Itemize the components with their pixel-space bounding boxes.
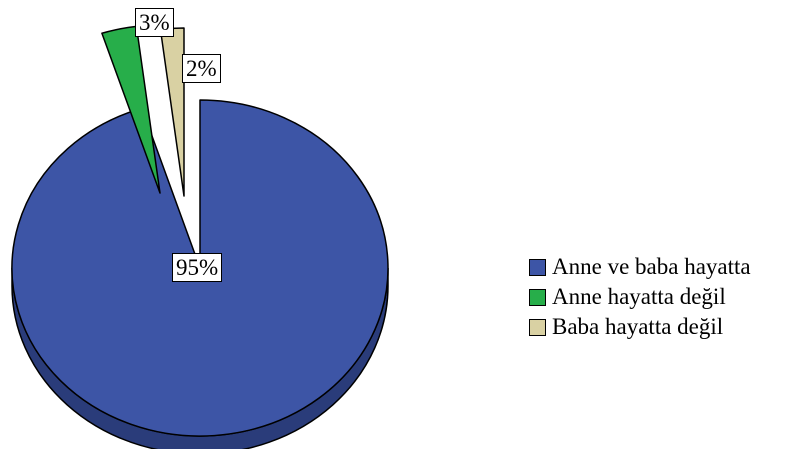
legend-swatch-anne-hayatta-degil (529, 288, 546, 306)
legend-item-baba-hayatta-degil: Baba hayatta değil (529, 312, 751, 342)
data-label-baba-hayatta-degil: 2% (182, 54, 221, 83)
legend-item-anne-ve-baba: Anne ve baba hayatta (529, 252, 751, 282)
legend-label-baba-hayatta-degil: Baba hayatta değil (552, 314, 724, 339)
data-label-anne-hayatta-degil: 3% (135, 8, 174, 37)
data-label-anne-ve-baba: 95% (172, 253, 223, 282)
legend-swatch-baba-hayatta-degil (529, 318, 546, 336)
legend-label-anne-hayatta-degil: Anne hayatta değil (552, 284, 726, 309)
legend: Anne ve baba hayatta Anne hayatta değil … (529, 252, 751, 342)
legend-item-anne-hayatta-degil: Anne hayatta değil (529, 282, 751, 312)
legend-swatch-anne-ve-baba (529, 258, 546, 276)
legend-label-anne-ve-baba: Anne ve baba hayatta (552, 254, 751, 279)
